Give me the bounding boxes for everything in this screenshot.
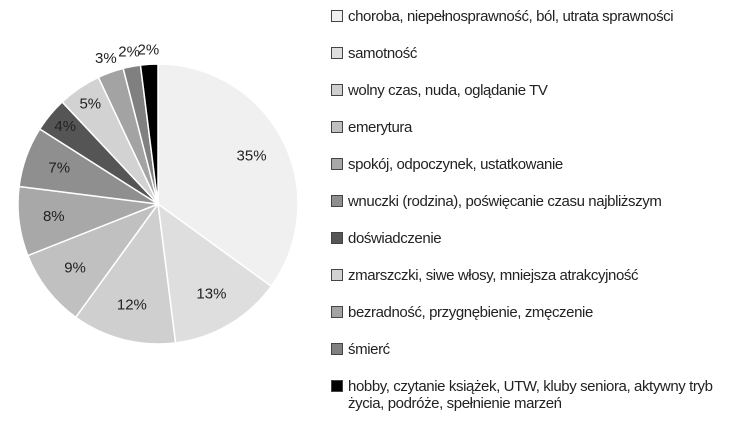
legend-swatch xyxy=(331,47,343,59)
legend-item: wolny czas, nuda, oglądanie TV xyxy=(331,82,739,99)
legend-label: śmierć xyxy=(348,341,390,358)
pie-slice xyxy=(26,202,161,319)
legend-item: spokój, odpoczynek, ustatkowanie xyxy=(331,156,739,173)
legend-swatch xyxy=(331,84,343,96)
legend-item: wnuczki (rodzina), poświęcanie czasu naj… xyxy=(331,193,739,210)
legend-item: bezradność, przygnębienie, zmęczenie xyxy=(331,304,739,321)
legend-swatch xyxy=(331,232,343,244)
legend-label: choroba, niepełnosprawność, ból, utrata … xyxy=(348,8,674,25)
slice-label: 9% xyxy=(64,259,86,276)
slice-label: 35% xyxy=(237,147,267,164)
pie-slice xyxy=(157,202,273,344)
legend-label: wnuczki (rodzina), poświęcanie czasu naj… xyxy=(348,193,662,210)
legend-swatch xyxy=(331,10,343,22)
legend-swatch xyxy=(331,121,343,133)
legend-item: emerytura xyxy=(331,119,739,136)
legend-swatch xyxy=(331,306,343,318)
slice-label: 3% xyxy=(95,50,117,67)
slice-label: 5% xyxy=(79,95,101,112)
legend-swatch xyxy=(331,195,343,207)
slice-label: 2% xyxy=(137,41,159,58)
slice-label: 12% xyxy=(117,297,147,314)
legend: choroba, niepełnosprawność, ból, utrata … xyxy=(331,8,739,432)
legend-item: doświadczenie xyxy=(331,230,739,247)
slice-label: 2% xyxy=(118,44,140,61)
legend-label: bezradność, przygnębienie, zmęczenie xyxy=(348,304,593,321)
slice-label: 13% xyxy=(196,285,226,302)
legend-swatch xyxy=(331,158,343,170)
legend-label: wolny czas, nuda, oglądanie TV xyxy=(348,82,548,99)
legend-swatch xyxy=(331,269,343,281)
slice-label: 7% xyxy=(48,159,70,176)
slice-label: 4% xyxy=(54,118,76,135)
legend-swatch xyxy=(331,343,343,355)
pie-slice xyxy=(157,63,299,288)
pie: 35%13%12%9%8%7%4%5%3% 2%2% xyxy=(17,41,299,345)
legend-label: emerytura xyxy=(348,119,412,136)
pie-slice xyxy=(74,202,177,345)
legend-label: spokój, odpoczynek, ustatkowanie xyxy=(348,156,563,173)
legend-item: choroba, niepełnosprawność, ból, utrata … xyxy=(331,8,739,25)
legend-label: samotność xyxy=(348,45,417,62)
slice-label: 8% xyxy=(43,208,65,225)
legend-label: zmarszczki, siwe włosy, mniejsza atrakcy… xyxy=(348,267,639,284)
legend-item: śmierć xyxy=(331,341,739,358)
legend-swatch xyxy=(331,380,343,392)
legend-label: doświadczenie xyxy=(348,230,442,247)
legend-item: samotność xyxy=(331,45,739,62)
pie-slice xyxy=(139,63,159,205)
legend-item: hobby, czytanie książek, UTW, kluby seni… xyxy=(331,378,739,412)
legend-label: hobby, czytanie książek, UTW, kluby seni… xyxy=(348,378,713,412)
legend-item: zmarszczki, siwe włosy, mniejsza atrakcy… xyxy=(331,267,739,284)
